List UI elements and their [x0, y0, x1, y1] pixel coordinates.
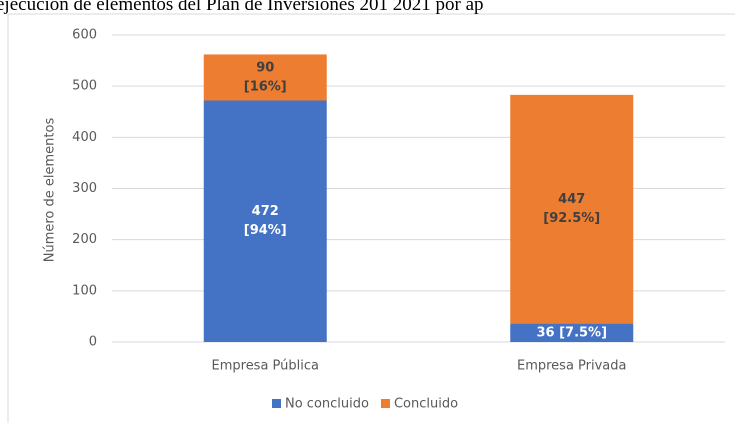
bar-segment [203, 100, 327, 342]
y-tick-label: 400 [72, 130, 97, 145]
x-tick-label: Empresa Privada [517, 359, 627, 374]
y-tick-label: 0 [89, 335, 97, 350]
y-tick-label: 500 [72, 79, 97, 94]
data-label: 90 [256, 60, 274, 75]
y-axis-label: Número de elementos [43, 118, 58, 263]
data-label: 472 [252, 204, 279, 219]
y-tick-label: 300 [72, 181, 97, 196]
legend-label: No concluido [285, 397, 369, 412]
bar-segment [510, 94, 634, 324]
legend-swatch [380, 399, 390, 408]
data-label: 447 [558, 192, 585, 207]
x-tick-label: Empresa Pública [212, 359, 320, 374]
data-label: [92.5%] [543, 211, 600, 226]
y-tick-label: 600 [72, 28, 97, 43]
data-label: 36 [7.5%] [536, 325, 607, 340]
legend-label: Concluido [394, 397, 458, 412]
bar-segment [203, 54, 327, 101]
bar-segment [510, 323, 634, 342]
y-tick-label: 100 [72, 283, 97, 298]
y-tick-label: 200 [72, 232, 97, 247]
data-label: [16%] [244, 79, 287, 94]
chart-title: ejecución de elementos del Plan de Inver… [0, 0, 484, 15]
chart-frame [7, 13, 735, 423]
data-label: [94%] [244, 223, 287, 238]
legend-swatch [272, 399, 281, 408]
